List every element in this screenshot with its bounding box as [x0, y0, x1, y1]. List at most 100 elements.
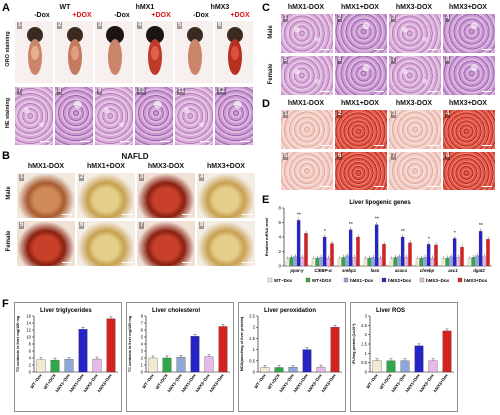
significance-mark: **	[297, 212, 301, 218]
panel-label-e: E	[262, 194, 270, 206]
image-number: 5	[283, 153, 289, 160]
x-tick-label: WT+DOX	[42, 373, 57, 391]
d-image-8: 8	[442, 151, 496, 191]
scale-bar	[428, 90, 438, 92]
col-b-3: hMX3-DOX	[147, 163, 185, 170]
y-tick-label: 4	[141, 342, 144, 347]
scale-bar	[482, 48, 492, 50]
legend-label: WT+DOX	[312, 278, 331, 283]
legend-label: hMX3+Dox	[464, 278, 488, 283]
chart-title: Liver cholesterol	[152, 308, 200, 314]
row-label-b-male: Male	[6, 186, 12, 200]
bar	[400, 236, 405, 267]
scale-bar	[242, 213, 252, 215]
legend-swatch	[457, 277, 463, 283]
y-tick-label: 7	[141, 321, 144, 326]
image-number: 6	[79, 222, 85, 229]
y-axis-label: TG contents in liver mg/100 mg	[16, 315, 20, 372]
y-tick-label: 0	[253, 370, 256, 375]
legend-swatch	[267, 277, 273, 283]
bar	[352, 257, 357, 267]
nafld-image-1: 1	[16, 172, 76, 219]
image-number: 8	[57, 88, 63, 95]
scale-bar	[482, 144, 492, 146]
bar	[372, 360, 382, 373]
larva-drawing	[227, 27, 243, 75]
c-image-3: 3	[388, 13, 442, 54]
oro-image-5: 5	[174, 20, 214, 84]
scale-bar	[482, 185, 492, 187]
image-number: 12	[217, 88, 226, 95]
image-number: 4	[137, 22, 143, 29]
scale-bar	[374, 144, 384, 146]
row-label-oro: ORO staining	[5, 31, 11, 67]
bar	[397, 256, 401, 267]
cond-a-3: -Dox	[114, 12, 130, 19]
scale-bar	[160, 140, 170, 142]
cond-a-5: -Dox	[193, 12, 209, 19]
image-number: 3	[391, 111, 397, 118]
legend-label: hMX2+Dox	[388, 278, 412, 283]
he-image-12: 12	[214, 86, 254, 146]
image-number: 3	[139, 174, 145, 181]
significance-mark: *	[454, 230, 456, 236]
bar	[449, 256, 453, 267]
c-image-4: 4	[442, 13, 496, 54]
cond-a-4: +DOX	[151, 12, 171, 19]
bar	[389, 258, 394, 267]
col-c-2: hMX1+DOX	[341, 4, 379, 11]
y-tick-label: 2	[253, 325, 256, 330]
y-tick-label: 3	[365, 314, 368, 319]
c-image-2: 2	[334, 13, 388, 54]
bar	[471, 257, 476, 267]
y-tick-label: 2	[365, 332, 368, 337]
d-image-5: 5	[280, 151, 334, 191]
bar	[423, 257, 427, 267]
panel-label-d: D	[262, 98, 270, 110]
chart-title: Liver triglycerides	[40, 308, 92, 314]
y-tick-label: 16	[26, 314, 31, 319]
bar	[408, 242, 412, 267]
chart-title: Liver ROS	[376, 308, 405, 314]
significance-mark: **	[375, 217, 379, 223]
x-tick-label: acc1	[448, 268, 458, 273]
nafld-image-8: 8	[196, 220, 256, 267]
y-tick-label: 0	[278, 264, 281, 269]
scale-bar	[374, 48, 384, 50]
bar	[486, 239, 490, 267]
bar	[190, 336, 200, 373]
y-tick-label: 0	[365, 370, 368, 375]
x-tick-label: WT−Dox	[365, 372, 379, 389]
image-number: 1	[283, 111, 289, 118]
x-tick-label: dgat2	[473, 268, 485, 273]
image-number: 2	[57, 22, 63, 29]
image-number: 4	[199, 174, 205, 181]
y-tick-label: 0.5	[361, 360, 367, 365]
y-tick-label: 6	[29, 349, 32, 354]
scale-bar	[428, 144, 438, 146]
scale-bar	[320, 90, 330, 92]
y-tick-label: 0.5	[249, 358, 255, 363]
image-number: 8	[445, 153, 451, 160]
bar	[415, 258, 420, 267]
image-number: 2	[337, 111, 343, 118]
y-tick-label: 14	[26, 321, 31, 326]
bar	[148, 357, 158, 373]
significance-mark: *	[324, 229, 326, 235]
scale-bar	[182, 213, 192, 215]
image-number: 3	[97, 22, 103, 29]
bar	[345, 255, 349, 267]
x-tick-label: WT+DOX	[154, 373, 169, 391]
bar	[204, 356, 214, 373]
scale-bar	[62, 213, 72, 215]
bar	[296, 220, 301, 267]
significance-mark: **	[479, 223, 483, 229]
image-number: 9	[97, 88, 103, 95]
larva-drawing	[27, 27, 43, 75]
image-number: 3	[391, 15, 397, 22]
y-axis-label: TC contents in liver mg/100 mg	[128, 315, 132, 372]
image-number: 5	[19, 222, 25, 229]
he-image-9: 9	[94, 86, 134, 146]
y-tick-label: 3	[141, 349, 144, 354]
bar	[337, 258, 342, 267]
